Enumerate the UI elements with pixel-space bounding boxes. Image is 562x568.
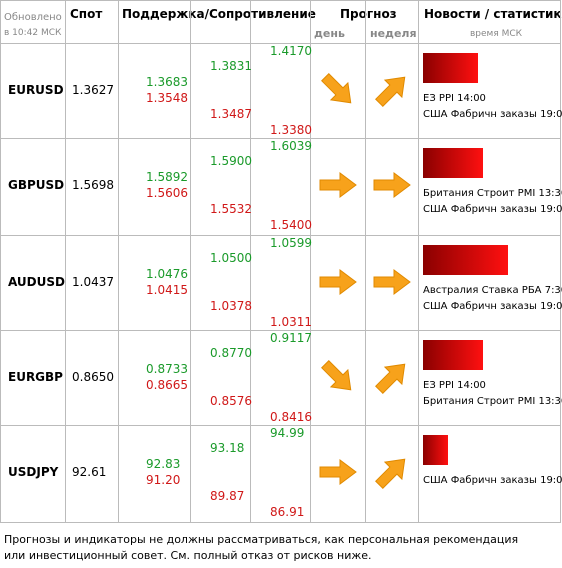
- support-2: 0.8770: [210, 346, 252, 360]
- week-arrow: [372, 170, 412, 203]
- week-header: неделя: [370, 27, 417, 40]
- grid-line: [250, 0, 251, 522]
- resistance-1: 1.0415: [146, 283, 188, 297]
- day-arrow: [318, 457, 358, 490]
- news-header: Новости / статистика: [424, 7, 562, 21]
- news-item: Британия Строит PMI 13:30: [423, 396, 562, 407]
- support-3: 1.0599: [270, 236, 312, 250]
- resistance-1: 1.5606: [146, 186, 188, 200]
- resistance-2: 1.5532: [210, 202, 252, 216]
- support-3: 1.6039: [270, 139, 312, 153]
- news-item: США Фабричн заказы 19:00: [423, 109, 562, 120]
- spot: 0.8650: [72, 370, 114, 384]
- resistance-1: 0.8665: [146, 378, 188, 392]
- news-item: ЕЗ PPI 14:00: [423, 380, 486, 391]
- grid-line: [190, 0, 191, 522]
- support-2: 1.5900: [210, 154, 252, 168]
- resistance-3: 0.8416: [270, 410, 312, 424]
- news-item: США Фабричн заказы 19:00: [423, 301, 562, 312]
- grid-line: [365, 0, 366, 522]
- resistance-1: 91.20: [146, 473, 181, 487]
- grid-line: [0, 0, 561, 1]
- news-item: США Фабричн заказы 19:00: [423, 475, 562, 486]
- day-arrow: [318, 360, 358, 395]
- day-arrow: [318, 267, 358, 300]
- grid-line: [0, 0, 1, 522]
- spot: 92.61: [72, 465, 107, 479]
- spot: 1.5698: [72, 178, 114, 192]
- importance-bar: [423, 435, 448, 465]
- importance-bar: [423, 340, 483, 370]
- importance-bar: [423, 245, 508, 275]
- grid-line: [418, 0, 419, 522]
- support-3: 0.9117: [270, 331, 312, 345]
- pair: EURUSD: [8, 83, 64, 97]
- importance-bar: [423, 148, 483, 178]
- forecast-header: Прогноз: [340, 7, 397, 21]
- news-item: США Фабричн заказы 19:00: [423, 204, 562, 215]
- day-arrow: [318, 73, 358, 108]
- resistance-3: 1.0311: [270, 315, 312, 329]
- support-1: 0.8733: [146, 362, 188, 376]
- news-item: Австралия Ставка РБА 7:30 вт: [423, 285, 562, 296]
- support-2: 1.3831: [210, 59, 252, 73]
- week-arrow: [372, 457, 412, 490]
- spot: 1.3627: [72, 83, 114, 97]
- grid-line: [118, 0, 119, 522]
- news-time-header: время МСК: [470, 29, 523, 39]
- support-3: 94.99: [270, 426, 305, 440]
- spot: 1.0437: [72, 275, 114, 289]
- day-header: день: [314, 27, 345, 40]
- week-arrow: [372, 267, 412, 300]
- grid-line: [0, 425, 561, 426]
- resistance-3: 86.91: [270, 505, 305, 519]
- grid-line: [560, 0, 561, 522]
- grid-line: [0, 235, 561, 236]
- support-3: 1.4170: [270, 44, 312, 58]
- spot-header: Спот: [70, 7, 103, 21]
- week-arrow: [372, 362, 412, 395]
- pair: AUDUSD: [8, 275, 65, 289]
- resistance-2: 89.87: [210, 489, 245, 503]
- news-item: ЕЗ PPI 14:00: [423, 93, 486, 104]
- levels-header: Поддержка/Сопротивление: [122, 7, 316, 21]
- updated-time: в 10:42 МСК: [4, 28, 62, 38]
- grid-line: [310, 0, 311, 522]
- support-2: 1.0500: [210, 251, 252, 265]
- support-1: 1.5892: [146, 170, 188, 184]
- resistance-3: 1.3380: [270, 123, 312, 137]
- resistance-3: 1.5400: [270, 218, 312, 232]
- support-1: 92.83: [146, 457, 181, 471]
- support-1: 1.3683: [146, 75, 188, 89]
- week-arrow: [372, 75, 412, 108]
- resistance-1: 1.3548: [146, 91, 188, 105]
- grid-line: [0, 522, 561, 523]
- grid-line: [0, 138, 561, 139]
- day-arrow: [318, 170, 358, 203]
- grid-line: [65, 0, 66, 522]
- resistance-2: 1.3487: [210, 107, 252, 121]
- updated: Обновлено: [4, 12, 62, 23]
- grid-line: [0, 43, 561, 44]
- pair: USDJPY: [8, 465, 59, 479]
- grid-line: [0, 330, 561, 331]
- support-1: 1.0476: [146, 267, 188, 281]
- resistance-2: 1.0378: [210, 299, 252, 313]
- resistance-2: 0.8576: [210, 394, 252, 408]
- support-2: 93.18: [210, 441, 245, 455]
- pair: GBPUSD: [8, 178, 65, 192]
- pair: EURGBP: [8, 370, 63, 384]
- importance-bar: [423, 53, 478, 83]
- news-item: Британия Строит PMI 13:30: [423, 188, 562, 199]
- disclaimer: Прогнозы и индикаторы не должны рассматр…: [4, 533, 519, 562]
